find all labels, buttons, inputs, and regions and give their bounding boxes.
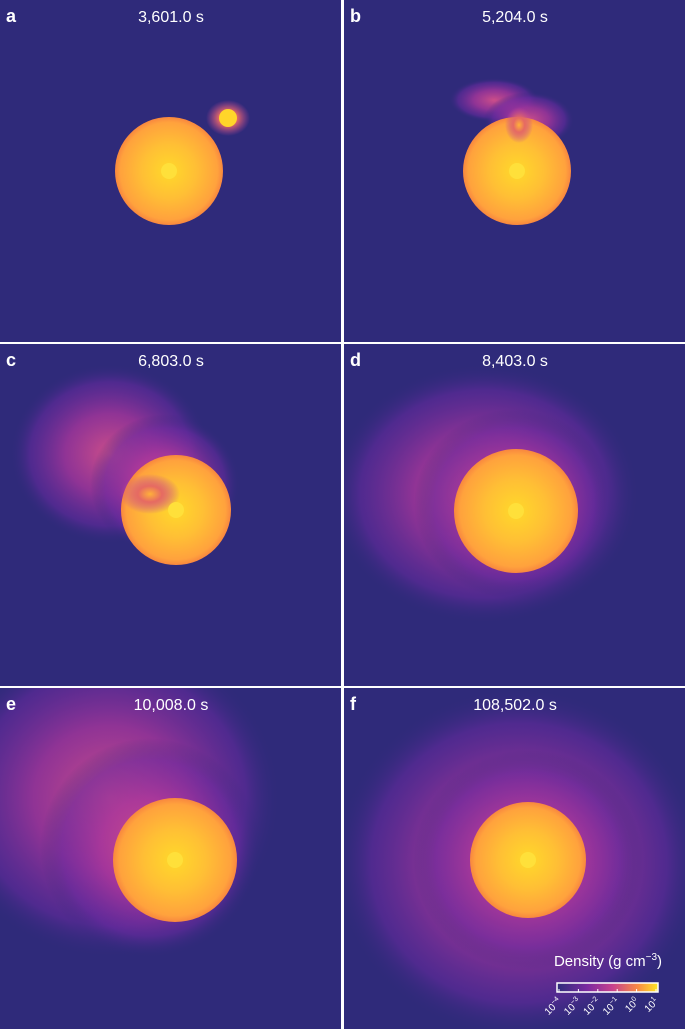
stream — [505, 107, 533, 143]
panel: c 6,803.0 s — [0, 344, 341, 686]
panel: f 108,502.0 s — [344, 688, 685, 1029]
panel: e 10,008.0 s — [0, 688, 341, 1029]
panel-image — [0, 0, 341, 342]
tick-exponent: 1 — [650, 996, 658, 1004]
tick-exponent: −3 — [569, 996, 580, 1007]
panel-time: 3,601.0 s — [138, 9, 204, 26]
colorbar-title: Density (g cm−3) — [554, 952, 662, 970]
panel-image — [0, 688, 341, 1029]
core — [520, 852, 536, 868]
panel-label: f — [350, 694, 357, 714]
tick-exponent: −4 — [550, 996, 561, 1007]
panel-time: 5,204.0 s — [482, 9, 548, 26]
panel-label: e — [6, 694, 16, 714]
colorbar-scale — [556, 982, 659, 993]
tick-exponent: 0 — [630, 996, 638, 1004]
panel-image — [344, 0, 685, 342]
panel: a 3,601.0 s — [0, 0, 341, 342]
tick-exponent: −2 — [589, 996, 600, 1007]
core — [168, 502, 184, 518]
panel-time: 8,403.0 s — [482, 353, 548, 370]
panel-label: c — [6, 350, 16, 370]
panel-label: a — [6, 6, 17, 26]
companion-core — [219, 109, 237, 127]
panel-time: 10,008.0 s — [134, 697, 209, 714]
panel-image — [344, 344, 685, 686]
panel: b 5,204.0 s — [344, 0, 685, 342]
core — [509, 163, 525, 179]
panel-time: 108,502.0 s — [473, 697, 557, 714]
panel-image — [0, 344, 341, 686]
stream — [120, 474, 180, 514]
tick-exponent: −1 — [608, 996, 619, 1007]
panel-time: 6,803.0 s — [138, 353, 204, 370]
core — [508, 503, 524, 519]
panel-label: d — [350, 350, 361, 370]
panel: d 8,403.0 s — [344, 344, 685, 686]
panel-image — [344, 688, 685, 1029]
panel-label: b — [350, 6, 361, 26]
core — [161, 163, 177, 179]
core — [167, 852, 183, 868]
